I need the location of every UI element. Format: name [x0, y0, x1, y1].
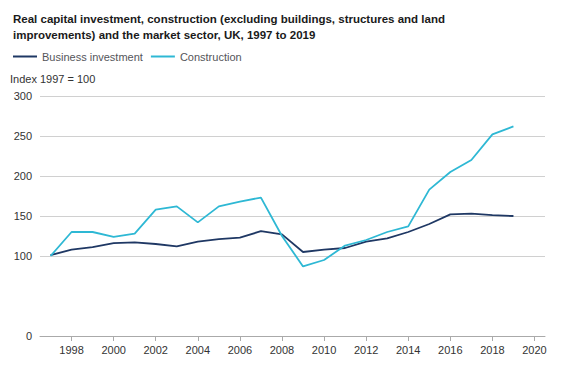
- svg-text:2004: 2004: [186, 344, 210, 356]
- svg-text:Construction: Construction: [180, 51, 242, 63]
- svg-text:0: 0: [26, 330, 32, 342]
- svg-text:2018: 2018: [480, 344, 504, 356]
- svg-text:improvements) and the market s: improvements) and the market sector, UK,…: [13, 29, 315, 41]
- svg-text:Real capital investment, const: Real capital investment, construction (e…: [13, 13, 445, 25]
- svg-text:2006: 2006: [228, 344, 252, 356]
- svg-text:2020: 2020: [522, 344, 546, 356]
- svg-text:250: 250: [14, 130, 32, 142]
- svg-text:2000: 2000: [101, 344, 125, 356]
- svg-text:100: 100: [14, 250, 32, 262]
- svg-text:2012: 2012: [354, 344, 378, 356]
- svg-text:Business investment: Business investment: [42, 51, 143, 63]
- svg-text:1998: 1998: [59, 344, 83, 356]
- svg-text:2010: 2010: [312, 344, 336, 356]
- svg-text:200: 200: [14, 170, 32, 182]
- svg-text:300: 300: [14, 90, 32, 102]
- svg-text:2008: 2008: [270, 344, 294, 356]
- svg-text:2002: 2002: [143, 344, 167, 356]
- svg-text:Index 1997 = 100: Index 1997 = 100: [10, 73, 95, 85]
- svg-text:150: 150: [14, 210, 32, 222]
- svg-text:2014: 2014: [396, 344, 420, 356]
- svg-text:2016: 2016: [438, 344, 462, 356]
